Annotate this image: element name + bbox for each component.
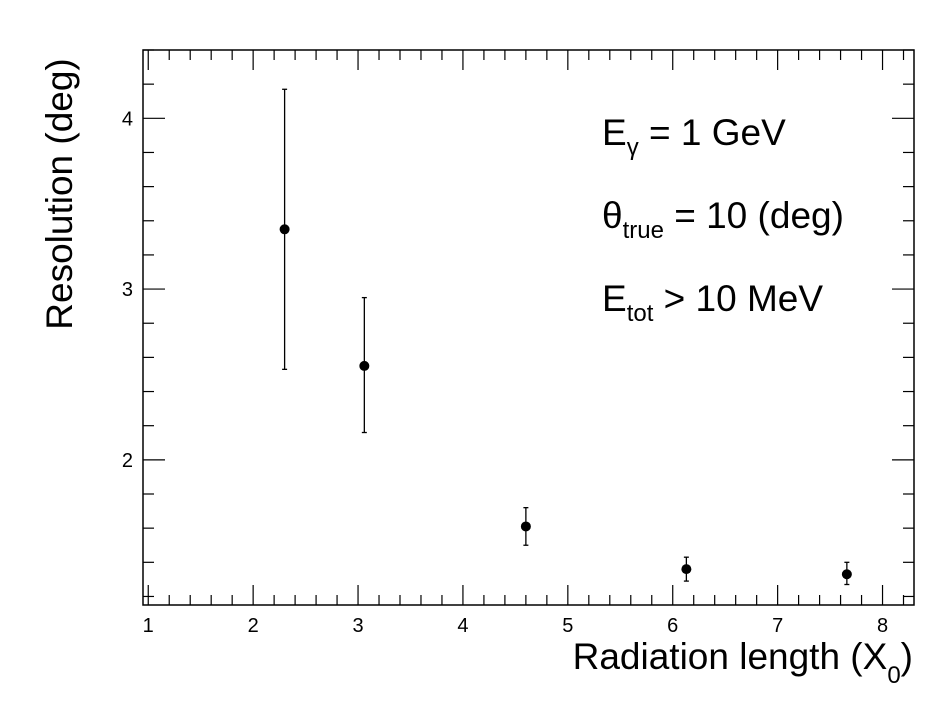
x-tick-label: 8 — [877, 615, 888, 637]
y-tick-label: 4 — [122, 108, 133, 130]
data-points — [279, 88, 852, 586]
x-tick-label: 4 — [457, 615, 468, 637]
annotation-etot: Etot > 10 MeV — [602, 278, 823, 327]
annotation-theta-main: θ — [602, 195, 623, 236]
data-point — [520, 507, 531, 546]
data-point — [841, 561, 852, 586]
x-tick-label: 5 — [562, 615, 573, 637]
point-marker — [681, 564, 692, 575]
annotation-etot-rest: > 10 MeV — [653, 278, 823, 319]
x-axis-title-main: Radiation length (X — [573, 636, 888, 677]
x-tick-label: 3 — [352, 615, 363, 637]
point-marker — [841, 569, 852, 580]
x-axis-title: Radiation length (X0) — [573, 636, 913, 689]
plot-frame — [142, 49, 915, 606]
y-tick-label: 2 — [122, 450, 133, 472]
x-axis-title-sub: 0 — [887, 662, 900, 689]
annotation-theta-sub: true — [623, 217, 664, 244]
tick-labels: 1 2 3 4 5 6 7 8 2 3 4 — [122, 108, 888, 637]
annotation-theta-rest: = 10 (deg) — [664, 195, 844, 236]
x-tick-label: 6 — [667, 615, 678, 637]
annotation-energy: Eγ = 1 GeV — [602, 112, 786, 161]
x-tick-label: 7 — [772, 615, 783, 637]
y-axis-title: Resolution (deg) — [39, 58, 80, 329]
data-point — [681, 556, 692, 582]
annotation-etot-sub: tot — [627, 300, 654, 327]
annotation-etot-main: E — [602, 278, 627, 319]
data-point — [359, 296, 370, 434]
x-axis-title-close: ) — [901, 636, 913, 677]
annotation-energy-sub: γ — [627, 134, 639, 161]
point-marker — [520, 521, 531, 532]
point-marker — [279, 224, 290, 235]
x-tick-label: 2 — [248, 615, 259, 637]
axis-ticks — [143, 49, 914, 605]
annotation-energy-main: E — [602, 112, 627, 153]
point-marker — [359, 360, 370, 371]
y-tick-label: 3 — [122, 279, 133, 301]
annotation-energy-rest: = 1 GeV — [639, 112, 786, 153]
x-tick-label: 1 — [143, 615, 154, 637]
data-point — [279, 88, 290, 370]
annotation-theta: θtrue = 10 (deg) — [602, 195, 844, 244]
